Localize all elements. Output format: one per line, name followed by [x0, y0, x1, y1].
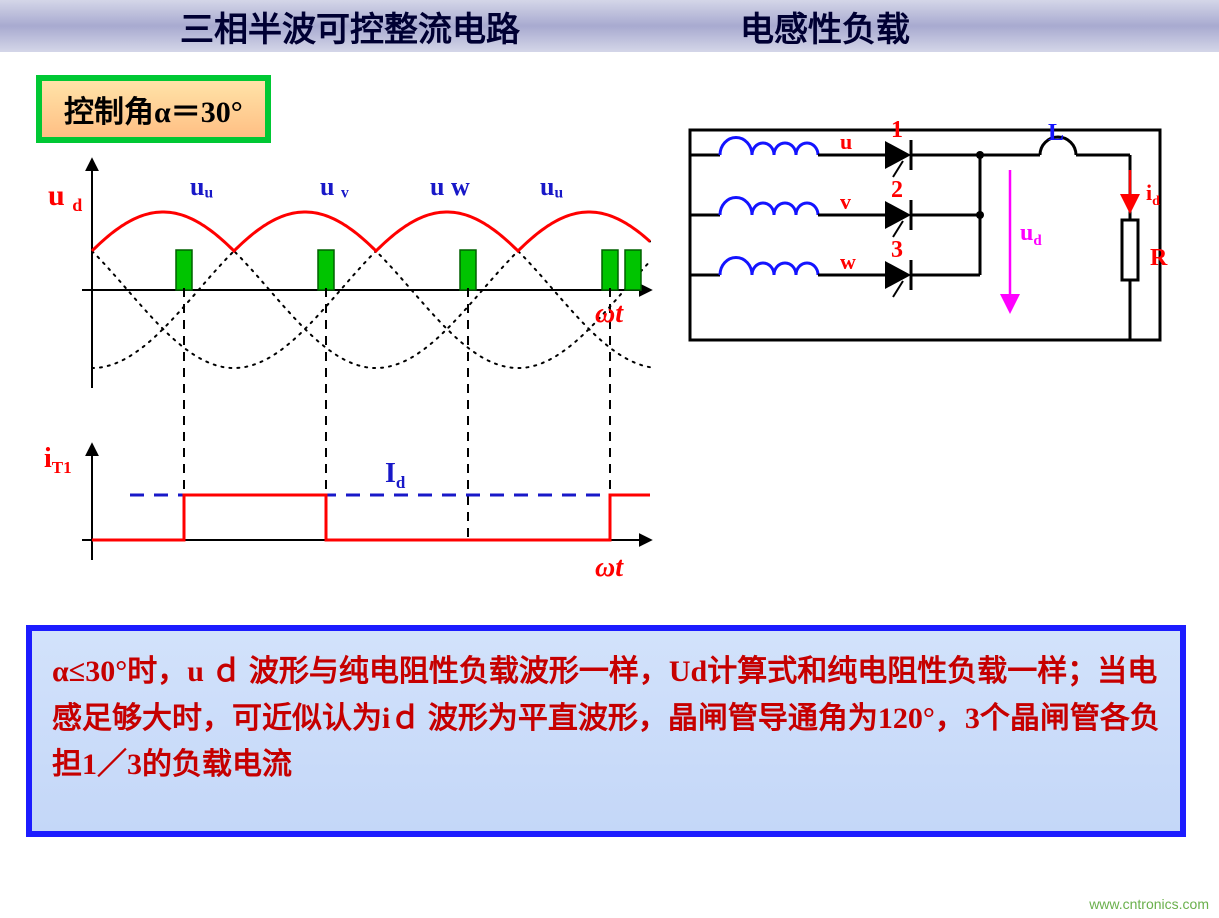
svg-text:ωt: ωt [595, 298, 624, 329]
title-bar: 三相半波可控整流电路 电感性负载 [0, 0, 1219, 52]
svg-text:id: id [1146, 180, 1160, 209]
circuit-svg: u 1 v 2 w 3 L Rid ud [680, 100, 1200, 360]
circuit-diagram: u 1 v 2 w 3 L Rid ud [680, 100, 1200, 360]
waveform-diagram: ωt u d uᵤ u ᵥ u ᴡ uᵤ iT1 Id ωt [30, 150, 670, 610]
watermark: www.cntronics.com [1089, 896, 1209, 912]
svg-text:1: 1 [891, 117, 903, 143]
svg-text:L: L [1048, 120, 1064, 146]
svg-text:iT1: iT1 [44, 443, 72, 477]
svg-text:u ᵥ: u ᵥ [320, 172, 349, 201]
svg-text:v: v [840, 189, 851, 214]
svg-text:uᵤ: uᵤ [190, 172, 213, 201]
svg-text:u ᴡ: u ᴡ [430, 172, 470, 201]
svg-text:ud: ud [1020, 220, 1042, 249]
svg-text:u: u [840, 129, 852, 154]
title-left: 三相半波可控整流电路 [180, 2, 520, 51]
alpha-box: 控制角α＝30° [36, 75, 271, 143]
svg-text:uᵤ: uᵤ [540, 172, 563, 201]
svg-text:R: R [1150, 245, 1168, 271]
svg-text:3: 3 [891, 237, 903, 263]
title-right: 电感性负载 [740, 2, 910, 51]
svg-text:u d: u d [48, 179, 82, 215]
svg-text:Id: Id [385, 458, 406, 492]
svg-text:w: w [840, 249, 856, 274]
svg-text:ωt: ωt [595, 552, 624, 583]
waveform-svg: ωt u d uᵤ u ᵥ u ᴡ uᵤ iT1 Id ωt [30, 150, 670, 610]
note-box: α≤30°时，u ｄ 波形与纯电阻性负载波形一样，Ud计算式和纯电阻性负载一样；… [26, 625, 1186, 837]
svg-text:2: 2 [891, 177, 903, 203]
